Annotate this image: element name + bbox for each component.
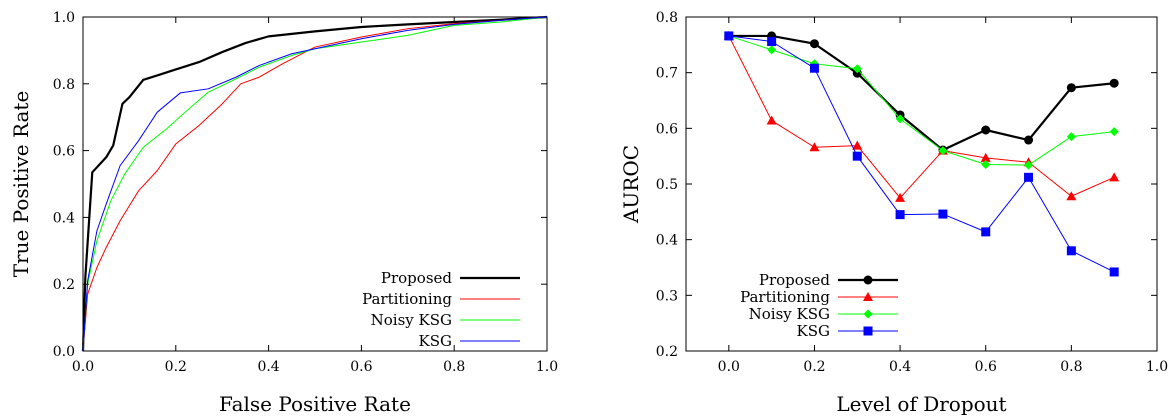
x-tick-label: 0.4 bbox=[889, 359, 911, 375]
data-point-noisy-ksg bbox=[1110, 127, 1119, 136]
series-line-ksg bbox=[83, 17, 547, 351]
data-point-ksg bbox=[1024, 173, 1033, 182]
roc-chart: 0.0 0.2 0.4 0.6 0.8 1.0 0.0 0.2 0.4 0.6 0.8 1.0 Fals… bbox=[9, 10, 558, 416]
y-tick-label: 0.4 bbox=[656, 233, 678, 249]
x-tick-label: 0.2 bbox=[165, 359, 187, 375]
data-point-ksg bbox=[724, 31, 733, 40]
y-tick-label: 0.6 bbox=[53, 144, 75, 160]
data-point-ksg bbox=[938, 210, 947, 219]
legend-label: Partitioning bbox=[740, 288, 830, 306]
y-tick-label: 0.8 bbox=[656, 10, 678, 26]
legend-marker bbox=[864, 310, 873, 319]
y-axis-title: True Positive Rate bbox=[9, 91, 33, 278]
data-point-ksg bbox=[1110, 267, 1119, 276]
data-point-proposed bbox=[1067, 83, 1076, 92]
y-tick-label: 0.6 bbox=[656, 121, 678, 137]
x-tick-label: 1.0 bbox=[1146, 359, 1168, 375]
y-tick-label: 0.7 bbox=[656, 66, 678, 82]
series-line-ksg bbox=[729, 36, 1114, 272]
data-point-ksg bbox=[853, 152, 862, 161]
legend-label: KSG bbox=[797, 322, 830, 340]
y-tick-label: 0.5 bbox=[656, 177, 678, 193]
plot-frame bbox=[83, 17, 547, 351]
legend-label: Noisy KSG bbox=[371, 311, 452, 329]
legend-marker bbox=[864, 276, 873, 285]
x-tick-label: 0.6 bbox=[350, 359, 372, 375]
x-tick-label: 0.6 bbox=[975, 359, 997, 375]
x-tick-label: 0.0 bbox=[72, 359, 94, 375]
data-point-proposed bbox=[810, 39, 819, 48]
legend-label: Proposed bbox=[759, 271, 831, 289]
data-point-ksg bbox=[810, 64, 819, 73]
series-line-partitioning bbox=[729, 36, 1114, 198]
x-tick-label: 0.0 bbox=[718, 359, 740, 375]
data-point-proposed bbox=[1024, 136, 1033, 145]
auroc-chart: 0.0 0.2 0.4 0.6 0.8 1.0 0.2 0.3 0.4 0.5 0.6 0.7 0.8 L… bbox=[619, 10, 1168, 416]
y-tick-label: 0.8 bbox=[53, 77, 75, 93]
series-line-noisy-ksg bbox=[83, 17, 547, 351]
legend-label: Noisy KSG bbox=[749, 305, 830, 323]
y-tick-label: 0.2 bbox=[656, 344, 678, 360]
data-point-noisy-ksg bbox=[1067, 132, 1076, 141]
y-tick-label: 0.3 bbox=[656, 288, 678, 304]
data-point-partitioning bbox=[767, 116, 777, 125]
series-line-partitioning bbox=[83, 17, 547, 351]
legend-label: Proposed bbox=[381, 269, 453, 287]
legend-marker bbox=[864, 327, 873, 336]
data-point-ksg bbox=[1067, 246, 1076, 255]
series-line-proposed bbox=[83, 17, 547, 351]
series-line-proposed bbox=[729, 36, 1114, 150]
y-tick-label: 1.0 bbox=[53, 10, 75, 26]
x-axis-title: False Positive Rate bbox=[219, 392, 411, 416]
x-tick-label: 0.8 bbox=[1060, 359, 1082, 375]
data-point-partitioning bbox=[1109, 172, 1119, 181]
y-tick-label: 0.2 bbox=[53, 277, 75, 293]
x-tick-label: 0.4 bbox=[257, 359, 279, 375]
data-point-ksg bbox=[981, 227, 990, 236]
data-point-partitioning bbox=[1066, 191, 1076, 200]
data-point-ksg bbox=[896, 210, 905, 219]
data-point-proposed bbox=[981, 126, 990, 135]
y-axis-title: AUROC bbox=[619, 145, 643, 224]
y-tick-label: 0.4 bbox=[53, 210, 75, 226]
data-point-noisy-ksg bbox=[767, 45, 776, 54]
series-line-noisy-ksg bbox=[729, 36, 1114, 165]
legend-label: KSG bbox=[419, 332, 452, 350]
legend-label: Partitioning bbox=[362, 290, 452, 308]
x-tick-label: 0.2 bbox=[803, 359, 825, 375]
x-axis-title: Level of Dropout bbox=[836, 392, 1006, 416]
y-tick-label: 0.0 bbox=[53, 344, 75, 360]
x-tick-label: 0.8 bbox=[443, 359, 465, 375]
x-tick-label: 1.0 bbox=[536, 359, 558, 375]
data-point-proposed bbox=[1110, 79, 1119, 88]
data-point-ksg bbox=[767, 37, 776, 46]
